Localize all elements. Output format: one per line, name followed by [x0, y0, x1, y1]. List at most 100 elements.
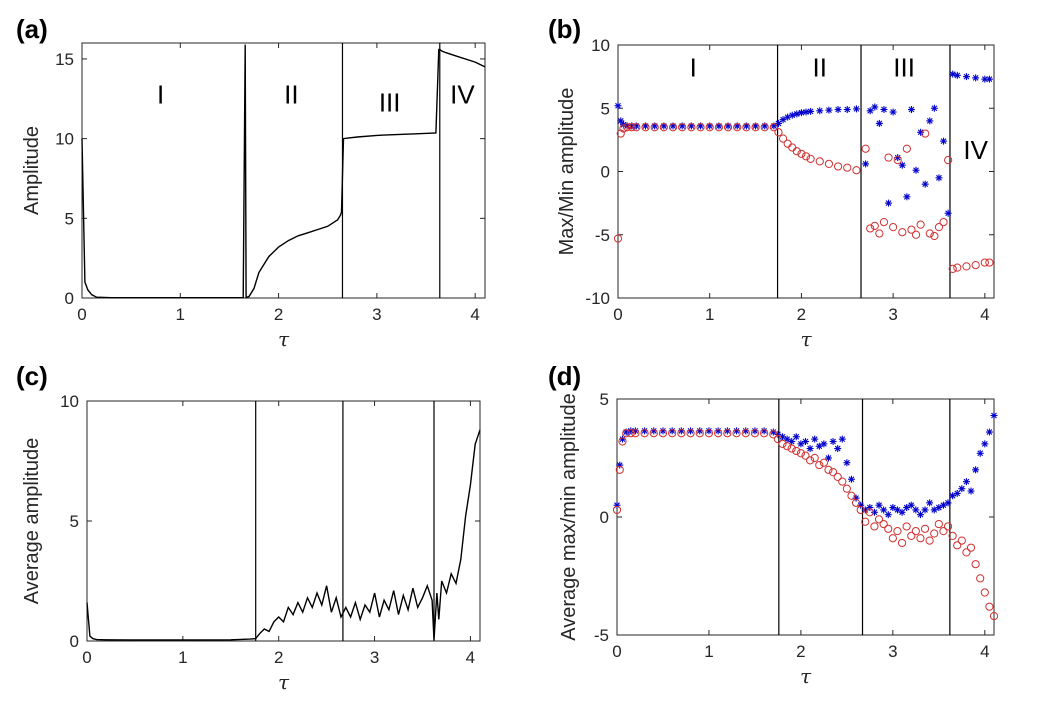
star-stroke [940, 502, 947, 509]
data-point-circle [989, 612, 999, 621]
data-point-circle [626, 429, 635, 438]
star-stroke [913, 167, 919, 174]
data-point-circle [916, 220, 925, 229]
star-stroke [826, 107, 832, 114]
star-stroke [977, 450, 984, 457]
data-point-circle [985, 258, 994, 267]
data-point-star [792, 433, 800, 441]
y-tick-label: 0 [65, 289, 74, 308]
data-point-circle [842, 484, 851, 493]
data-point-circle [879, 218, 889, 227]
star-stroke [696, 427, 703, 434]
star-stroke [669, 427, 676, 434]
data-point-star [788, 111, 796, 119]
data-point-star [972, 466, 980, 474]
y-tick-label: 0 [600, 508, 609, 527]
data-point-circle [801, 152, 811, 161]
y-axis-label: Amplitude [21, 126, 43, 215]
x-tick-label: 3 [370, 648, 379, 667]
data-point-star [875, 119, 883, 127]
star-stroke [926, 499, 933, 506]
data-point-circle [723, 429, 732, 438]
data-point-star [921, 506, 929, 514]
data-point-circle [824, 159, 834, 169]
data-point-circle [641, 123, 650, 132]
star-stroke [949, 71, 956, 77]
data-point-star [802, 437, 809, 445]
star-stroke [986, 429, 993, 435]
data-point-circle [627, 123, 636, 132]
star-stroke [650, 427, 657, 434]
data-point-circle [889, 223, 898, 232]
y-axis-label: Max/Min amplitude [556, 88, 578, 256]
data-point-circle [851, 498, 861, 507]
star-stroke [876, 502, 882, 509]
star-stroke [917, 511, 924, 518]
x-tick-label: 4 [470, 305, 479, 324]
star-stroke [798, 109, 805, 116]
data-point-star [871, 103, 879, 111]
y-axis-label: Average max/min amplitude [558, 393, 580, 641]
star-stroke [954, 490, 961, 497]
y-tick-label: 15 [55, 50, 74, 69]
data-point-circle [723, 123, 733, 132]
star-stroke [798, 440, 804, 447]
star-stroke [627, 427, 634, 434]
star-stroke [853, 105, 860, 112]
data-point-circle [616, 129, 625, 138]
x-tick-label: 1 [176, 305, 185, 324]
data-point-circle [619, 124, 628, 133]
data-point-circle [861, 144, 870, 153]
star-stroke [945, 210, 952, 217]
star-stroke [706, 427, 712, 434]
star-stroke [922, 181, 929, 188]
data-point-circle [658, 429, 668, 438]
region-label: II [284, 80, 298, 110]
data-point-circle [650, 123, 659, 132]
star-stroke [935, 504, 942, 511]
y-tick-label: -5 [595, 226, 610, 245]
data-point-circle [980, 588, 989, 597]
star-stroke [825, 455, 832, 461]
data-point-circle [792, 446, 801, 456]
star-stroke [981, 440, 988, 447]
star-stroke [803, 109, 809, 115]
data-point-circle [797, 149, 806, 158]
data-point-circle [631, 429, 640, 438]
x-tick-label: 0 [612, 642, 621, 661]
star-stroke [949, 492, 956, 499]
data-point-star [807, 107, 815, 115]
panel-label: (c) [16, 361, 48, 391]
star-stroke [958, 485, 965, 492]
data-point-circle [980, 258, 989, 267]
data-point-circle [888, 534, 897, 543]
data-point-circle [618, 437, 627, 446]
star-stroke [871, 104, 878, 110]
data-point-circle [783, 442, 792, 451]
data-point-star [921, 180, 929, 188]
star-stroke [687, 427, 694, 434]
x-tick-label: 0 [77, 305, 86, 324]
data-point-circle [925, 536, 934, 545]
star-stroke [761, 427, 768, 434]
data-point-circle [774, 128, 783, 137]
data-point-circle [985, 602, 994, 611]
x-tick-label: 4 [980, 305, 989, 324]
data-point-circle [783, 139, 792, 148]
y-tick-label: 0 [70, 632, 79, 651]
data-point-star [797, 109, 805, 117]
star-stroke [844, 106, 851, 113]
data-point-circle [612, 505, 622, 515]
star-stroke [885, 200, 892, 207]
data-point-circle [866, 224, 875, 233]
data-point-star [962, 73, 970, 81]
data-point-star [917, 128, 925, 136]
data-point-circle [678, 123, 687, 132]
x-tick-label: 0 [82, 648, 91, 667]
data-point-star [981, 440, 989, 448]
data-point-circle [750, 429, 760, 438]
data-point-circle [751, 123, 760, 132]
x-tick-label: 4 [980, 642, 989, 661]
star-stroke [931, 507, 938, 513]
data-point-star [875, 501, 883, 509]
